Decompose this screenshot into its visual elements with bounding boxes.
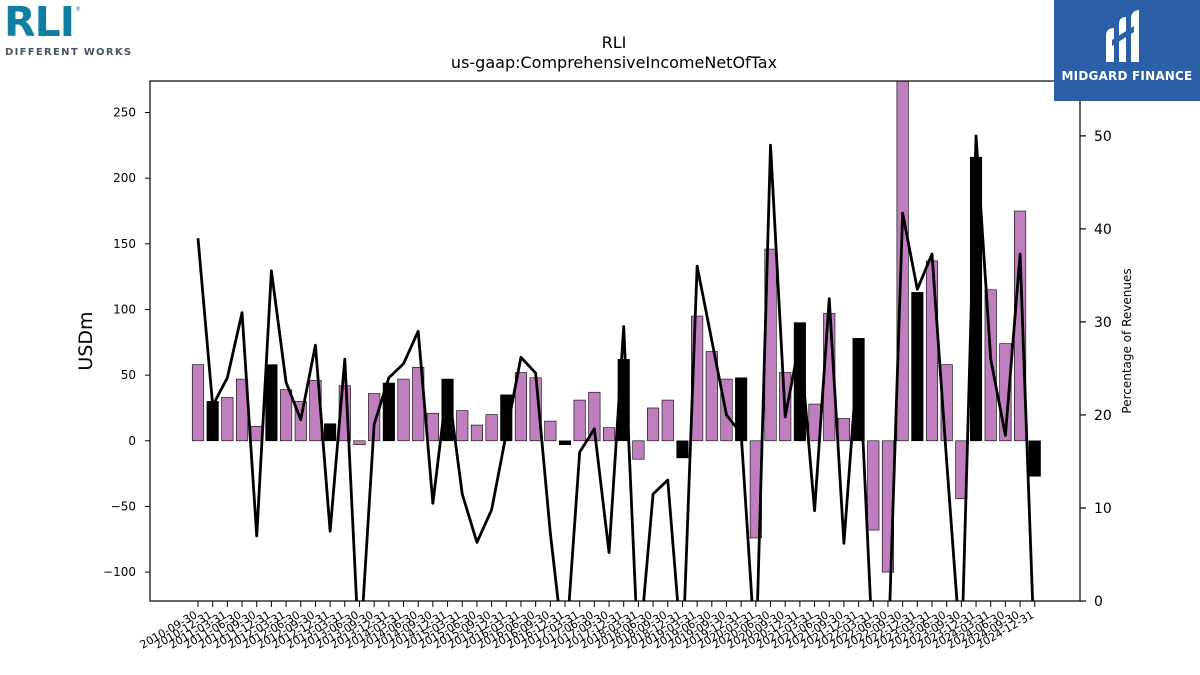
bar (426, 412, 439, 442)
bar (588, 391, 601, 442)
y-axis: −100 −50 0 50 100 150 200 250 (103, 106, 150, 579)
bars-group (191, 80, 1041, 573)
bar (221, 397, 234, 442)
y2-axis-label: Percentage of Revenues (1120, 268, 1134, 413)
y2-tick-label: 50 (1094, 129, 1112, 145)
bar (691, 315, 704, 442)
y2-tick-label: 30 (1094, 315, 1112, 331)
bar (206, 401, 219, 442)
line-group (196, 134, 1034, 601)
y-tick-label: 50 (121, 368, 136, 382)
plot-frame (149, 80, 1081, 602)
bar (911, 292, 924, 442)
bar (867, 440, 880, 531)
bar (602, 427, 616, 442)
midgard-emblem-icon (1106, 10, 1139, 62)
y2-tick-label: 0 (1094, 594, 1103, 610)
y-tick-label: −100 (103, 565, 136, 579)
rli-logo: RLI ® DIFFERENT WORKS (4, 0, 144, 62)
percentage-line (196, 134, 1034, 601)
y2-tick-label: 40 (1094, 222, 1112, 238)
bar (647, 407, 660, 442)
bar (294, 401, 307, 442)
midgard-finance-logo: MIDGARD FINANCE (1054, 0, 1200, 101)
y-tick-label: 100 (113, 302, 136, 316)
bar (705, 351, 718, 442)
y-tick-label: 200 (113, 171, 136, 185)
bar (265, 364, 278, 442)
y-tick-label: −50 (111, 499, 136, 513)
bar (485, 414, 498, 442)
bar (470, 424, 483, 442)
bar (896, 80, 909, 442)
bar (558, 440, 572, 446)
y-tick-label: 250 (113, 106, 136, 120)
x-axis: 2010-09-302010-12-312011-03-312011-06-30… (138, 601, 1036, 652)
bar (280, 389, 293, 442)
bar (544, 420, 557, 442)
bar (793, 322, 806, 442)
bar (456, 410, 469, 442)
bar (837, 418, 850, 442)
bar (661, 399, 674, 442)
bar (441, 378, 454, 442)
y2-tick-label: 20 (1094, 408, 1112, 424)
bar (514, 372, 528, 442)
y-axis-label: USDm (75, 311, 97, 370)
midgard-finance-name: MIDGARD FINANCE (1061, 69, 1193, 83)
y-tick-label: 0 (128, 434, 136, 448)
bar (632, 440, 645, 460)
y2-tick-label: 10 (1094, 501, 1112, 517)
bar (1014, 210, 1027, 442)
y2-axis: 0 10 20 30 40 50 (1080, 129, 1112, 610)
bar (940, 364, 953, 442)
rli-logo-tagline: DIFFERENT WORKS (5, 47, 133, 58)
bar (1028, 440, 1041, 477)
bar (382, 382, 395, 442)
chart-subtitle: us-gaap:ComprehensiveIncomeNetOfTax (451, 53, 777, 72)
bar (324, 423, 337, 442)
bar (191, 364, 205, 442)
bar (999, 343, 1012, 442)
rli-logo-brand: RLI (4, 0, 75, 46)
bar (573, 399, 586, 442)
y-tick-label: 150 (113, 237, 136, 251)
chart-title: RLI (602, 33, 627, 52)
rli-logo-registered-mark: ® (75, 6, 81, 13)
bar (397, 378, 410, 442)
bar (925, 260, 939, 442)
bar (852, 338, 865, 442)
bar (353, 440, 366, 446)
bar (676, 440, 689, 459)
